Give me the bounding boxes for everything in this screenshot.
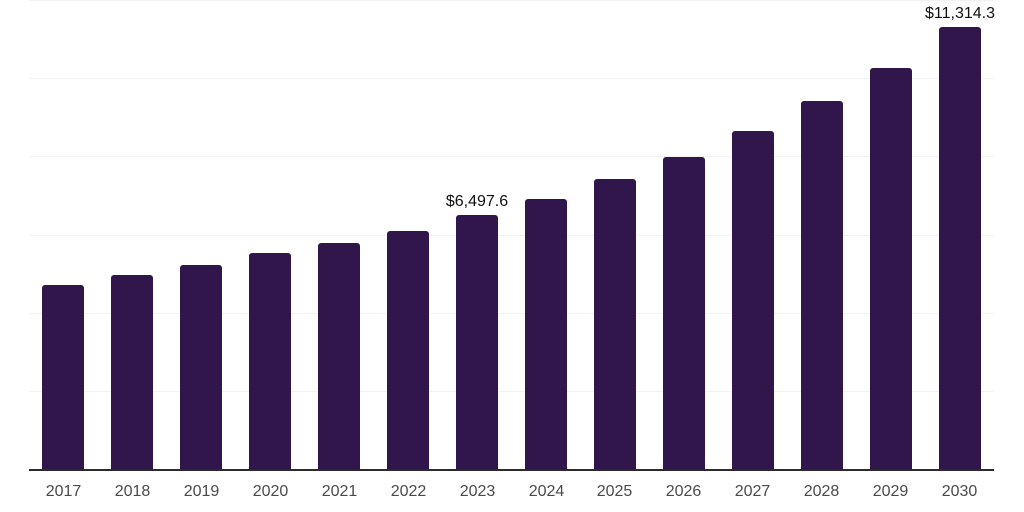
bar-2030 [939, 27, 981, 469]
gridline-y-12000 [29, 0, 994, 1]
bar-2022 [387, 231, 429, 469]
x-tick-label-2026: 2026 [665, 483, 702, 500]
bar-2028 [801, 101, 843, 469]
x-tick-label-2019: 2019 [183, 483, 220, 500]
gridline-y-4000 [29, 313, 994, 314]
bar-2021 [318, 243, 360, 469]
x-tick-label-2030: 2030 [941, 483, 978, 500]
value-label-2030: $11,314.3 [925, 5, 995, 22]
x-tick-label-2022: 2022 [390, 483, 427, 500]
x-tick-label-2020: 2020 [252, 483, 289, 500]
gridline-y-6000 [29, 235, 994, 236]
gridline-y-8000 [29, 156, 994, 157]
x-tick-label-2017: 2017 [45, 483, 82, 500]
bar-2017 [42, 285, 84, 469]
bar-2025 [594, 179, 636, 469]
bar-2026 [663, 157, 705, 469]
x-axis-line [29, 469, 994, 471]
x-tick-label-2029: 2029 [872, 483, 909, 500]
bar-2027 [732, 131, 774, 469]
bar-2029 [870, 68, 912, 469]
x-tick-label-2025: 2025 [596, 483, 633, 500]
x-tick-label-2027: 2027 [734, 483, 771, 500]
x-tick-label-2021: 2021 [321, 483, 358, 500]
gridline-y-2000 [29, 391, 994, 392]
gridline-y-10000 [29, 78, 994, 79]
value-label-2023: $6,497.6 [445, 193, 509, 210]
x-tick-label-2024: 2024 [528, 483, 565, 500]
x-tick-label-2028: 2028 [803, 483, 840, 500]
bar-2024 [525, 199, 567, 469]
bar-2019 [180, 265, 222, 469]
bar-2023 [456, 215, 498, 469]
bar-2020 [249, 253, 291, 469]
x-tick-label-2018: 2018 [114, 483, 151, 500]
bar-2018 [111, 275, 153, 469]
x-tick-label-2023: 2023 [459, 483, 496, 500]
